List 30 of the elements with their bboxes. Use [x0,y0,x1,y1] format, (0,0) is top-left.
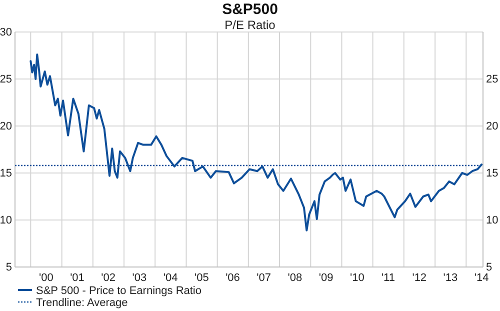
x-tick-label: '03 [132,272,147,284]
x-tick-label: '04 [163,272,178,284]
y-tick-label: 25 [0,74,12,86]
y2-tick-label: 5 [486,262,492,274]
x-tick-label: '10 [350,272,364,284]
chart-subtitle: P/E Ratio [224,18,276,32]
legend-label: S&P 500 - Price to Earnings Ratio [36,285,202,297]
y2-tick-label: 10 [486,214,498,227]
x-tick-label: '06 [226,272,240,284]
x-tick-label: '14 [474,272,489,284]
y2-tick-label: 25 [486,74,498,86]
x-tick-label: '13 [443,272,458,284]
x-tick-label: '12 [412,272,427,284]
y-tick-label: 10 [0,214,12,227]
x-tick-label: '00 [38,272,54,284]
chart-title: S&P500 [222,1,278,18]
x-tick-label: '08 [288,272,302,284]
y-tick-label: 20 [0,120,12,133]
legend-label: Trendline: Average [36,297,128,309]
x-tick-label: '09 [318,272,334,284]
x-tick-label: '02 [101,272,116,284]
y-tick-label: 15 [0,168,12,180]
y2-tick-label: 15 [486,168,498,180]
y-tick-label: 5 [6,262,12,274]
x-tick-label: '11 [381,272,395,284]
x-tick-label: '07 [256,272,271,284]
y2-tick-label: 20 [486,120,498,133]
y-tick-label: 30 [0,26,12,39]
x-tick-label: '01 [70,272,84,284]
x-tick-label: '05 [194,272,209,284]
